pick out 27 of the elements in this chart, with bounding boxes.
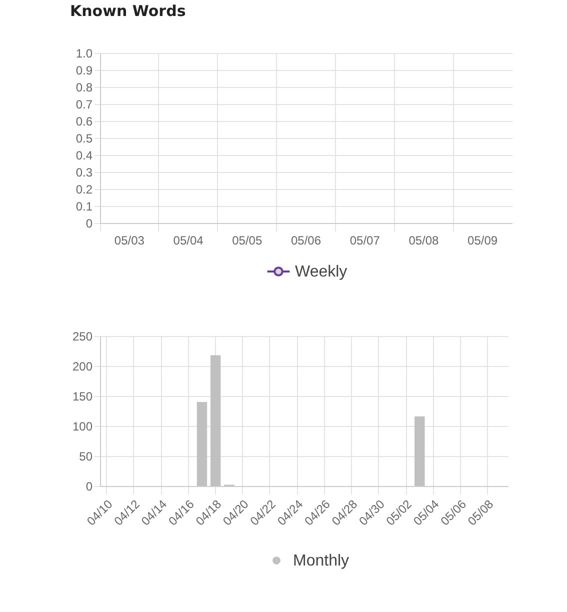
y-tick-label: 0: [86, 216, 93, 230]
legend-label: Weekly: [295, 264, 348, 280]
y-tick-label: 0: [86, 480, 93, 494]
x-tick-label: 05/06: [290, 234, 322, 248]
x-tick-label: 05/05: [232, 234, 262, 248]
x-tick-label: 05/09: [468, 234, 498, 248]
y-tick-label: 0.6: [76, 114, 93, 128]
x-tick-label: 05/08: [408, 234, 440, 248]
y-tick-label: 250: [72, 330, 93, 344]
x-tick-label: 05/07: [350, 234, 380, 248]
y-tick-label: 0.5: [76, 132, 93, 146]
y-tick-label: 0.1: [76, 200, 93, 214]
y-tick-label: 200: [72, 360, 93, 374]
y-tick-label: 0.4: [76, 148, 93, 162]
y-tick-label: 1.0: [76, 46, 93, 60]
x-tick-label: 05/04: [173, 234, 204, 248]
y-tick-label: 100: [72, 420, 93, 434]
y-tick-label: 0.3: [76, 166, 93, 180]
legend-label: Monthly: [293, 552, 350, 570]
y-tick-label: 0.9: [76, 64, 93, 78]
y-tick-label: 50: [79, 450, 93, 464]
y-tick-label: 150: [72, 390, 93, 404]
y-tick-label: 0.8: [76, 80, 93, 94]
y-tick-label: 0.7: [76, 98, 93, 112]
chart-title: Known Words: [70, 2, 186, 20]
x-tick-label: 05/03: [114, 234, 145, 248]
y-tick-label: 0.2: [76, 182, 93, 196]
